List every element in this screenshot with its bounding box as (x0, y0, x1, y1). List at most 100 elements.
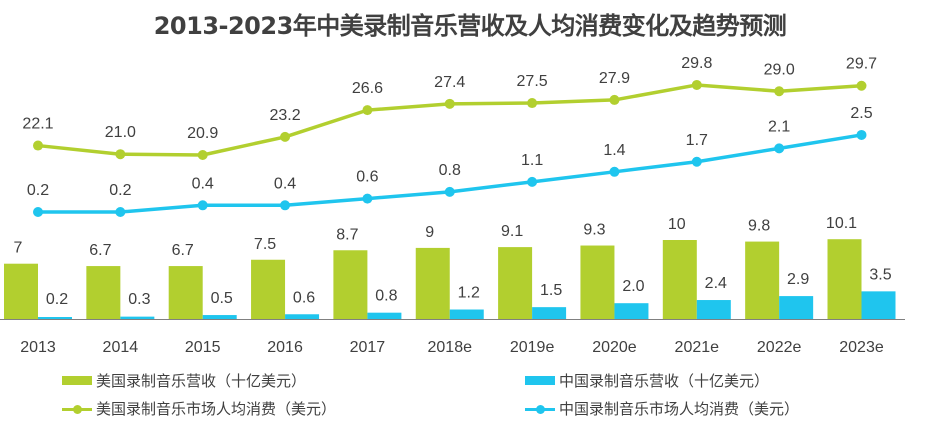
us-per-capita-data-label: 27.9 (599, 70, 630, 87)
cn-per-capita-point (33, 207, 43, 217)
cn-per-capita-point (280, 200, 291, 211)
cn-per-capita-data-label: 2.5 (850, 105, 872, 122)
cn-per-capita-point (774, 143, 785, 154)
data-label-cn-revenue: 0.8 (375, 288, 397, 305)
data-label-us-revenue: 10.1 (826, 215, 857, 232)
legend-swatch-cn-bar (525, 376, 555, 385)
x-tick-label: 2022e (757, 339, 802, 356)
cn-per-capita-point (527, 176, 538, 187)
data-label-cn-revenue: 1.2 (458, 285, 480, 302)
us-per-capita-point (280, 131, 291, 142)
us-per-capita-point (609, 94, 620, 105)
data-label-us-revenue: 8.7 (336, 226, 358, 243)
bar-cn-revenue (202, 315, 237, 319)
legend-swatch-us-bar (62, 376, 92, 385)
bar-us-revenue (662, 240, 697, 319)
data-label-cn-revenue: 2.0 (622, 278, 644, 295)
us-per-capita-data-label: 21.0 (105, 124, 136, 141)
bar-us-revenue (415, 247, 450, 319)
bar-cn-revenue (367, 312, 402, 319)
us-per-capita-data-label: 29.7 (846, 56, 877, 73)
us-per-capita-point (527, 98, 538, 109)
cn-per-capita-data-label: 1.1 (521, 152, 543, 169)
data-label-cn-revenue: 0.2 (46, 291, 68, 308)
data-label-cn-revenue: 1.5 (540, 282, 562, 299)
data-label-us-revenue: 9.8 (748, 218, 770, 235)
us-per-capita-point (774, 86, 785, 97)
legend-item-us-per-capita: 美国录制音乐市场人均消费（美元） (62, 398, 336, 419)
us-per-capita-data-label: 27.4 (434, 74, 465, 91)
us-per-capita-point (444, 98, 455, 109)
cn-per-capita-point (691, 156, 702, 167)
x-tick-label: 2017 (350, 339, 386, 356)
legend-label: 美国录制音乐市场人均消费（美元） (96, 400, 337, 418)
us-per-capita-point (115, 149, 126, 160)
us-per-capita-data-label: 29.8 (681, 55, 712, 72)
bar-us-revenue (86, 266, 121, 319)
cn-per-capita-data-label: 0.2 (109, 182, 131, 199)
legend-label: 美国录制音乐营收（十亿美元） (96, 372, 307, 390)
bar-us-revenue (745, 241, 780, 319)
data-label-us-revenue: 6.7 (172, 242, 194, 259)
cn-per-capita-point (197, 200, 208, 211)
cn-per-capita-data-label: 0.8 (439, 162, 461, 179)
legend-label: 中国录制音乐营收（十亿美元） (559, 372, 770, 390)
bar-us-revenue (4, 263, 38, 319)
legend-item-cn-revenue: 中国录制音乐营收（十亿美元） (525, 370, 769, 391)
data-label-cn-revenue: 2.4 (705, 275, 727, 292)
us-revenue-bars: 7 6.7 6.7 7.5 8.7 9 9.1 9.3 10 9.8 10.1 (4, 215, 862, 319)
x-tick-label: 2021e (675, 339, 720, 356)
x-tick-label: 2013 (20, 339, 56, 356)
cn-per-capita-point (856, 129, 867, 140)
us-per-capita-point (691, 79, 702, 90)
us-per-capita-data-label: 27.5 (517, 73, 548, 90)
bar-cn-revenue (779, 296, 814, 319)
cn-per-capita-point (444, 186, 455, 197)
data-label-us-revenue: 9.3 (583, 222, 605, 239)
x-axis-ticks: 2013 2014 2015 2016 2017 2018e 2019e 2020e 2021e… (20, 339, 884, 356)
legend-item-cn-per-capita: 中国录制音乐市场人均消费（美元） (525, 398, 799, 419)
cn-per-capita-data-label: 0.6 (356, 169, 378, 186)
us-per-capita-point (197, 150, 208, 160)
cn-per-capita-data-label: 0.4 (274, 175, 296, 192)
bar-cn-revenue (120, 316, 155, 319)
cn-per-capita-data-label: 1.7 (686, 132, 708, 149)
bar-us-revenue (168, 266, 203, 319)
us-per-capita-point (856, 80, 867, 91)
legend-swatch-us-line (62, 402, 92, 416)
cn-per-capita-point (362, 193, 373, 204)
legend-item-us-revenue: 美国录制音乐营收（十亿美元） (62, 370, 306, 391)
x-tick-label: 2018e (428, 339, 473, 356)
chart-title: 2013-2023年中美录制音乐营收及人均消费变化及趋势预测 (153, 12, 787, 40)
data-label-cn-revenue: 0.3 (128, 291, 150, 308)
cn-per-capita-data-label: 2.1 (768, 118, 790, 135)
bar-cn-revenue (614, 303, 649, 319)
data-label-cn-revenue: 2.9 (787, 271, 809, 288)
data-label-us-revenue: 6.7 (89, 242, 111, 259)
bar-cn-revenue (449, 309, 484, 319)
us-per-capita-data-label: 26.6 (352, 80, 383, 97)
bar-us-revenue (580, 245, 615, 319)
bar-us-revenue (498, 247, 533, 319)
bar-cn-revenue (285, 314, 320, 319)
data-label-cn-revenue: 0.6 (293, 289, 315, 306)
legend-swatch-cn-line (525, 402, 555, 416)
data-label-us-revenue: 9.1 (501, 223, 523, 240)
bar-cn-revenue (532, 307, 567, 319)
x-tick-label: 2020e (592, 339, 637, 356)
cn-per-capita-data-label: 1.4 (603, 142, 625, 159)
cn-revenue-bars: 0.2 0.3 0.5 0.6 0.8 1.2 1.5 2.0 2.4 2.9 3.5 (38, 266, 896, 319)
cn-per-capita-point (115, 207, 126, 217)
bar-cn-revenue (38, 317, 72, 319)
us-per-capita-data-label: 29.0 (764, 61, 795, 78)
us-per-capita-data-label: 22.1 (22, 116, 53, 133)
data-label-us-revenue: 10 (668, 216, 686, 233)
data-label-us-revenue: 7 (14, 240, 23, 257)
x-tick-label: 2023e (839, 339, 884, 356)
bar-us-revenue (251, 259, 286, 319)
bar-us-revenue (333, 250, 368, 319)
data-label-us-revenue: 9 (425, 224, 434, 241)
us-per-capita-path (37, 83, 862, 157)
bar-cn-revenue (696, 300, 731, 319)
